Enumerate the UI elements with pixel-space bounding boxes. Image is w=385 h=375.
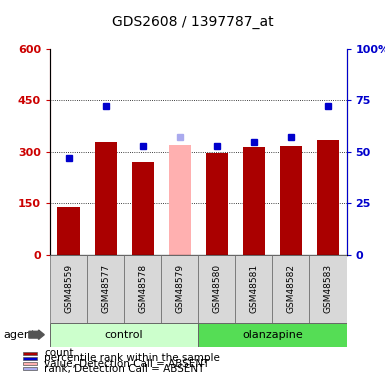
- Bar: [50, 255, 87, 322]
- Bar: [23, 352, 37, 355]
- Text: olanzapine: olanzapine: [242, 330, 303, 340]
- Text: count: count: [44, 348, 74, 358]
- Text: GSM48580: GSM48580: [212, 264, 221, 314]
- Bar: [206, 153, 228, 255]
- Text: GSM48559: GSM48559: [64, 264, 73, 314]
- Bar: [23, 362, 37, 365]
- Bar: [95, 142, 117, 255]
- Text: GSM48578: GSM48578: [138, 264, 147, 314]
- Text: GDS2608 / 1397787_at: GDS2608 / 1397787_at: [112, 15, 273, 29]
- Bar: [198, 255, 235, 322]
- Bar: [243, 147, 265, 255]
- Text: GSM48582: GSM48582: [286, 264, 295, 313]
- Bar: [132, 162, 154, 255]
- Text: rank, Detection Call = ABSENT: rank, Detection Call = ABSENT: [44, 364, 204, 374]
- Text: control: control: [105, 330, 144, 340]
- Bar: [280, 146, 302, 255]
- Bar: [57, 207, 80, 255]
- Bar: [198, 322, 346, 347]
- Bar: [273, 255, 310, 322]
- Bar: [310, 255, 346, 322]
- Text: agent: agent: [4, 330, 36, 340]
- Text: value, Detection Call = ABSENT: value, Detection Call = ABSENT: [44, 358, 209, 369]
- Text: percentile rank within the sample: percentile rank within the sample: [44, 353, 220, 363]
- Bar: [317, 140, 339, 255]
- Bar: [87, 255, 124, 322]
- Text: GSM48579: GSM48579: [175, 264, 184, 314]
- Text: GSM48581: GSM48581: [249, 264, 258, 314]
- Text: GSM48583: GSM48583: [323, 264, 333, 314]
- Bar: [161, 255, 198, 322]
- Bar: [50, 322, 198, 347]
- Bar: [23, 357, 37, 360]
- Text: GSM48577: GSM48577: [101, 264, 110, 314]
- Bar: [23, 367, 37, 370]
- Bar: [235, 255, 273, 322]
- Bar: [124, 255, 161, 322]
- Bar: [169, 145, 191, 255]
